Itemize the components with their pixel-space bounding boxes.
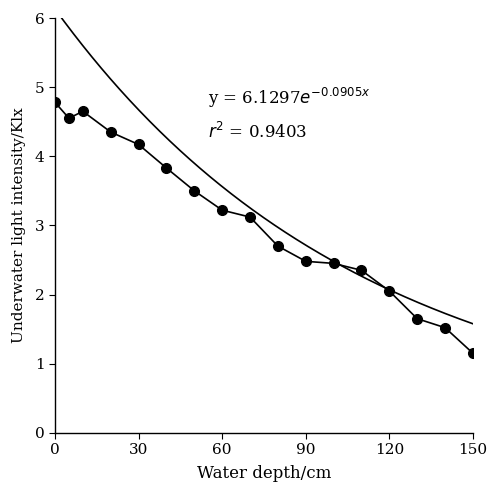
Text: y = 6.1297$e^{-0.0905x}$: y = 6.1297$e^{-0.0905x}$	[208, 86, 370, 109]
X-axis label: Water depth/cm: Water depth/cm	[197, 465, 331, 483]
Text: $r^2$ = 0.9403: $r^2$ = 0.9403	[208, 122, 308, 142]
Y-axis label: Underwater light intensity/Klx: Underwater light intensity/Klx	[12, 107, 26, 343]
